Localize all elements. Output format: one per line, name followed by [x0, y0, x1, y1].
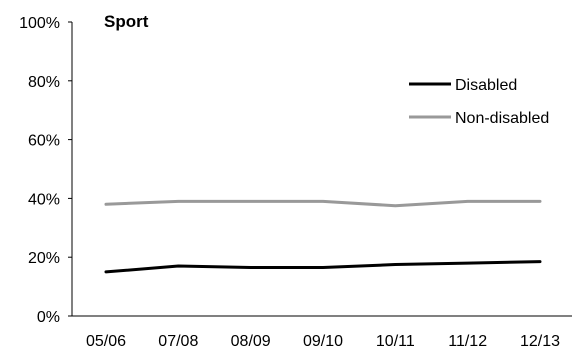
x-tick-label: 07/08: [158, 333, 198, 350]
y-tick-label: 80%: [28, 74, 60, 91]
legend-label: Disabled: [455, 77, 517, 94]
y-tick-label: 60%: [28, 133, 60, 150]
legend-label: Non-disabled: [455, 110, 549, 127]
x-tick-label: 10/11: [376, 333, 415, 350]
y-axis-ticks: 0% 20% 40% 60% 80% 100%: [19, 15, 72, 326]
x-tick-label: 12/13: [520, 333, 560, 350]
y-tick-label: 40%: [28, 191, 60, 208]
legend: Disabled Non-disabled: [409, 77, 549, 127]
x-tick-label: 08/09: [231, 333, 271, 350]
y-tick-label: 20%: [28, 250, 60, 267]
x-axis-ticks: 05/06 07/08 08/09 09/10 10/11 11/12 12/13: [86, 333, 560, 350]
series-layer: [104, 199, 542, 274]
x-tick-label: 05/06: [86, 333, 126, 350]
x-tick-label: 11/12: [448, 333, 487, 350]
y-tick-label: 100%: [19, 15, 60, 32]
y-tick-label: 0%: [37, 309, 60, 326]
x-tick-label: 09/10: [303, 333, 343, 350]
series-line-disabled: [104, 260, 542, 274]
chart-title: Sport: [104, 12, 149, 31]
series-line-non-disabled: [104, 199, 542, 208]
